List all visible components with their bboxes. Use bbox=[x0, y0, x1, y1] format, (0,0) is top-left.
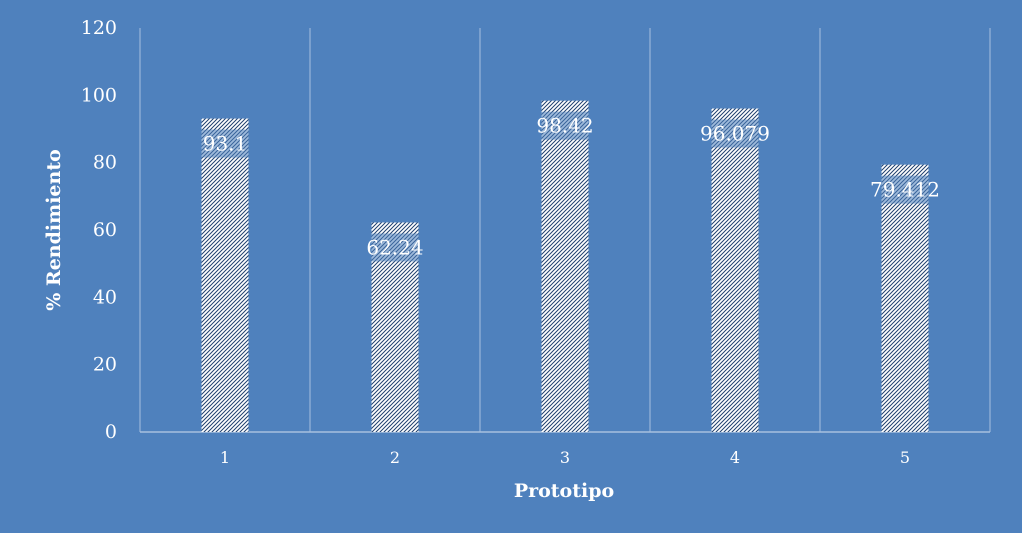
data-label: 79.412 bbox=[870, 178, 940, 202]
y-axis-title: % Rendimiento bbox=[43, 149, 65, 311]
data-label: 62.24 bbox=[366, 235, 423, 259]
y-tick-label: 40 bbox=[93, 286, 117, 308]
x-axis-title: Prototipo bbox=[514, 480, 614, 502]
data-label-background bbox=[881, 175, 929, 204]
y-tick-label: 0 bbox=[105, 421, 117, 443]
y-tick-label: 120 bbox=[81, 17, 117, 39]
data-label-background bbox=[201, 129, 249, 158]
data-label: 98.42 bbox=[536, 114, 593, 138]
y-axis-ticks: 0 20 40 60 80 100 120 bbox=[81, 17, 117, 443]
data-label: 96.079 bbox=[700, 122, 770, 146]
bar bbox=[881, 164, 929, 432]
x-tick-label: 4 bbox=[730, 448, 740, 467]
y-tick-label: 100 bbox=[81, 84, 117, 106]
bar bbox=[541, 100, 589, 433]
data-label-background bbox=[371, 233, 419, 262]
y-tick-label: 60 bbox=[93, 219, 117, 241]
bars: 93.1 62.24 98.42 96.079 79.412 bbox=[201, 100, 940, 433]
y-tick-label: 80 bbox=[93, 152, 117, 174]
x-axis-ticks: 1 2 3 4 5 bbox=[220, 448, 910, 467]
bar bbox=[201, 118, 249, 433]
y-tick-label: 20 bbox=[93, 354, 117, 376]
data-label-background bbox=[541, 111, 589, 140]
x-tick-label: 1 bbox=[220, 448, 230, 467]
data-label: 93.1 bbox=[203, 132, 248, 156]
x-tick-label: 2 bbox=[390, 448, 400, 467]
x-tick-label: 3 bbox=[560, 448, 570, 467]
bar bbox=[711, 108, 759, 433]
x-tick-label: 5 bbox=[900, 448, 910, 467]
data-label-background bbox=[711, 119, 759, 148]
